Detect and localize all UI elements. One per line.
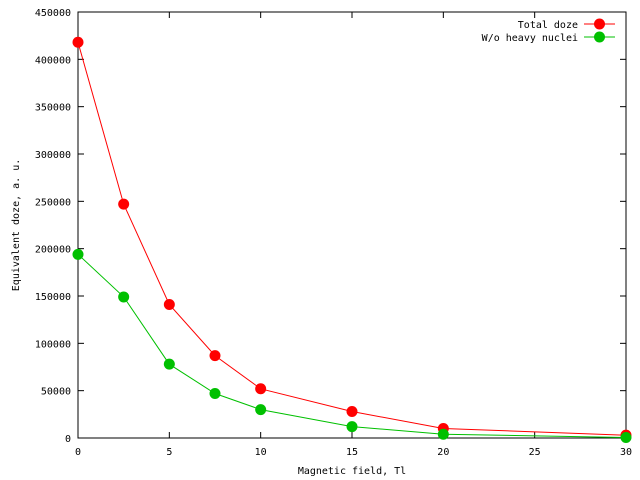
x-tick-label: 20 — [437, 447, 449, 458]
y-tick-label: 400000 — [35, 55, 71, 66]
x-axis-label: Magnetic field, Tl — [298, 466, 406, 477]
x-tick-label: 0 — [75, 447, 81, 458]
x-tick-label: 25 — [529, 447, 541, 458]
y-tick-label: 0 — [65, 434, 71, 445]
y-tick-label: 150000 — [35, 292, 71, 303]
y-tick-label: 250000 — [35, 197, 71, 208]
data-point — [163, 299, 175, 311]
x-tick-label: 5 — [166, 447, 172, 458]
x-tick-label: 15 — [346, 447, 358, 458]
y-tick-label: 50000 — [41, 387, 71, 398]
y-axis: 0 50000 100000 150000 200000 250000 300000 3500… — [35, 8, 626, 445]
legend-label: Total doze — [518, 20, 578, 31]
data-point — [72, 248, 84, 260]
y-tick-label: 100000 — [35, 339, 71, 350]
legend-marker — [594, 18, 605, 30]
data-point — [255, 404, 267, 416]
data-point — [437, 428, 449, 440]
plot-frame — [77, 11, 627, 439]
data-point — [620, 432, 632, 444]
legend: Total doze W/o heavy nuclei — [482, 18, 615, 44]
data-point — [72, 36, 84, 48]
data-point — [346, 405, 358, 417]
series-layer — [72, 36, 632, 444]
legend-label: W/o heavy nuclei — [482, 33, 578, 44]
data-point — [163, 358, 175, 370]
data-point — [209, 388, 221, 400]
y-axis-label: Equivalent doze, a. u. — [11, 159, 22, 291]
y-tick-label: 350000 — [35, 103, 71, 114]
y-tick-label: 200000 — [35, 245, 71, 256]
y-tick-label: 300000 — [35, 150, 71, 161]
data-point — [118, 198, 130, 210]
data-point — [209, 350, 221, 362]
series-line-1 — [77, 253, 627, 438]
y-tick-label: 450000 — [35, 8, 71, 19]
data-point — [346, 421, 358, 433]
series-line-0 — [77, 42, 627, 436]
x-tick-label: 10 — [255, 447, 267, 458]
legend-marker — [594, 31, 605, 43]
data-point — [255, 383, 267, 395]
x-axis: 0 5 10 15 20 25 30 — [75, 12, 632, 458]
x-tick-label: 30 — [620, 447, 632, 458]
data-point — [118, 291, 130, 303]
